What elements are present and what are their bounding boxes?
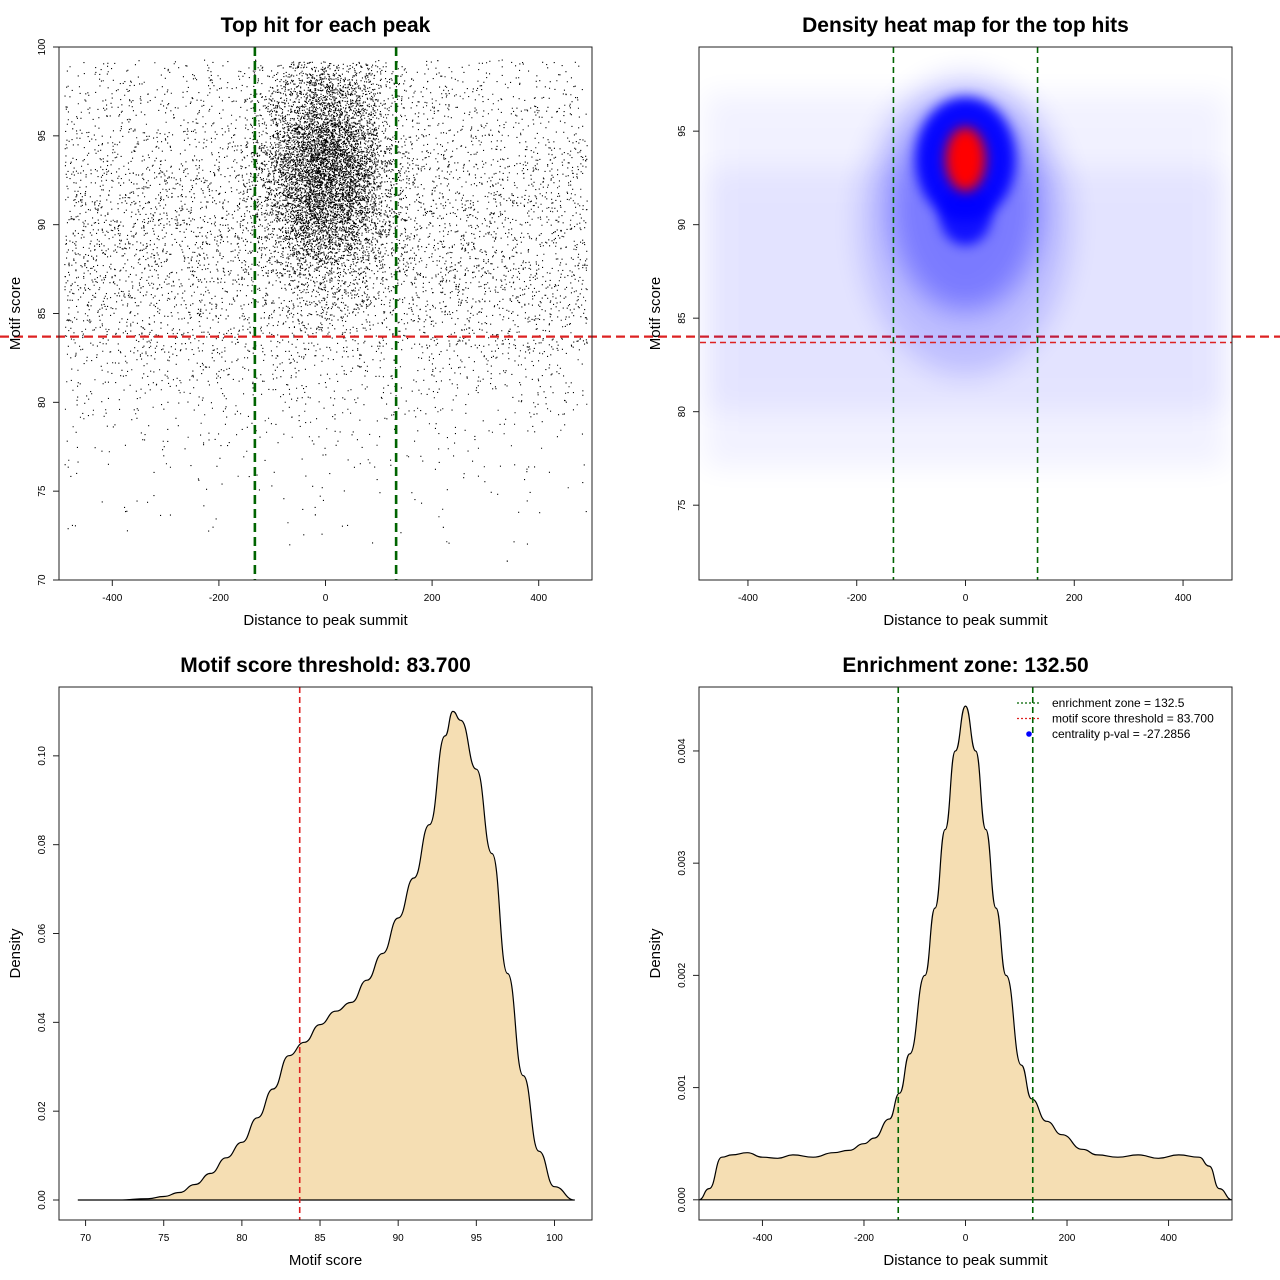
y-tick-label: 80 xyxy=(677,406,688,418)
y-axis-label: Density xyxy=(7,928,24,979)
y-tick-label: 70 xyxy=(37,574,48,586)
y-tick-label: 80 xyxy=(37,396,48,408)
y-tick-label: 0.000 xyxy=(677,1187,688,1212)
x-tick-label: 100 xyxy=(546,1233,563,1244)
legend-label: motif score threshold = 83.700 xyxy=(1052,712,1214,726)
x-tick-label: -200 xyxy=(854,1233,874,1244)
plot-frame xyxy=(58,686,593,1221)
y-tick-label: 90 xyxy=(37,219,48,231)
scatter-points xyxy=(64,59,588,562)
y-tick-label: 85 xyxy=(677,312,688,324)
y-tick-label: 0.003 xyxy=(677,850,688,875)
x-tick-label: 80 xyxy=(236,1233,248,1244)
y-tick-label: 0.00 xyxy=(37,1190,48,1210)
x-axis-label: Motif score xyxy=(289,1252,362,1269)
x-axis-label: Distance to peak summit xyxy=(883,612,1048,629)
x-tick-label: -400 xyxy=(102,593,122,604)
panel-title: Density heat map for the top hits xyxy=(802,14,1129,37)
heatmap-density xyxy=(705,74,1226,468)
y-tick-label: 0.06 xyxy=(37,923,48,943)
x-axis-label: Distance to peak summit xyxy=(243,612,408,629)
x-tick-label: 0 xyxy=(963,1233,969,1244)
heatmap-red-peak xyxy=(945,127,986,192)
legend: enrichment zone = 132.5 motif score thres… xyxy=(1017,696,1214,741)
x-tick-label: 95 xyxy=(471,1233,483,1244)
x-tick-label: 200 xyxy=(1059,1233,1076,1244)
y-axis-label: Motif score xyxy=(7,277,24,350)
y-axis-label: Density xyxy=(647,928,664,979)
y-tick-label: 75 xyxy=(37,485,48,497)
y-tick-label: 0.004 xyxy=(677,738,688,763)
x-tick-label: -400 xyxy=(752,1233,772,1244)
panel-title: Top hit for each peak xyxy=(221,14,431,37)
heatmap-blue-tail xyxy=(939,185,992,246)
y-tick-label: 85 xyxy=(37,308,48,320)
x-axis-label: Distance to peak summit xyxy=(883,1252,1048,1269)
panel-p2: -400 -200 0 200 400 75 80 85 90 95 Density heat ma… xyxy=(647,14,1233,629)
panel-p4: -400 -200 0 200 400 0.000 0.001 0.002 0.003 0.004… xyxy=(647,654,1233,1269)
y-tick-label: 0.002 xyxy=(677,962,688,987)
y-tick-label: 0.02 xyxy=(37,1101,48,1121)
y-tick-label: 95 xyxy=(37,130,48,142)
density-area xyxy=(698,705,1233,1201)
x-tick-label: 90 xyxy=(393,1233,405,1244)
panel-title: Enrichment zone: 132.50 xyxy=(842,654,1088,677)
legend-label: enrichment zone = 132.5 xyxy=(1052,696,1185,710)
y-tick-label: 0.001 xyxy=(677,1075,688,1100)
x-tick-label: -200 xyxy=(209,593,229,604)
y-axis-label: Motif score xyxy=(647,277,664,350)
y-tick-label: 0.10 xyxy=(37,746,48,766)
x-tick-label: -200 xyxy=(847,593,867,604)
panel-p3: 70 75 80 85 90 95 100 0.00 0.02 0.04 0.06 0.08 0.10 M… xyxy=(7,654,593,1269)
legend-label: centrality p-val = -27.2856 xyxy=(1052,727,1191,741)
y-tick-label: 0.04 xyxy=(37,1012,48,1032)
panel-title: Motif score threshold: 83.700 xyxy=(180,654,471,677)
x-tick-label: 75 xyxy=(158,1233,170,1244)
x-tick-label: 200 xyxy=(1066,593,1083,604)
x-tick-label: 200 xyxy=(424,593,441,604)
y-tick-label: 100 xyxy=(37,38,48,55)
x-tick-label: 400 xyxy=(1160,1233,1177,1244)
y-tick-label: 0.08 xyxy=(37,835,48,855)
x-tick-label: 70 xyxy=(80,1233,92,1244)
x-tick-label: 0 xyxy=(323,593,329,604)
x-tick-label: 85 xyxy=(314,1233,326,1244)
y-tick-label: 90 xyxy=(677,219,688,231)
y-tick-label: 95 xyxy=(677,125,688,137)
legend-point-icon xyxy=(1026,731,1032,737)
y-tick-label: 75 xyxy=(677,499,688,511)
x-tick-label: 400 xyxy=(1175,593,1192,604)
density-area xyxy=(77,710,575,1201)
x-tick-label: 0 xyxy=(963,593,969,604)
x-tick-label: -400 xyxy=(738,593,758,604)
x-tick-label: 400 xyxy=(530,593,547,604)
